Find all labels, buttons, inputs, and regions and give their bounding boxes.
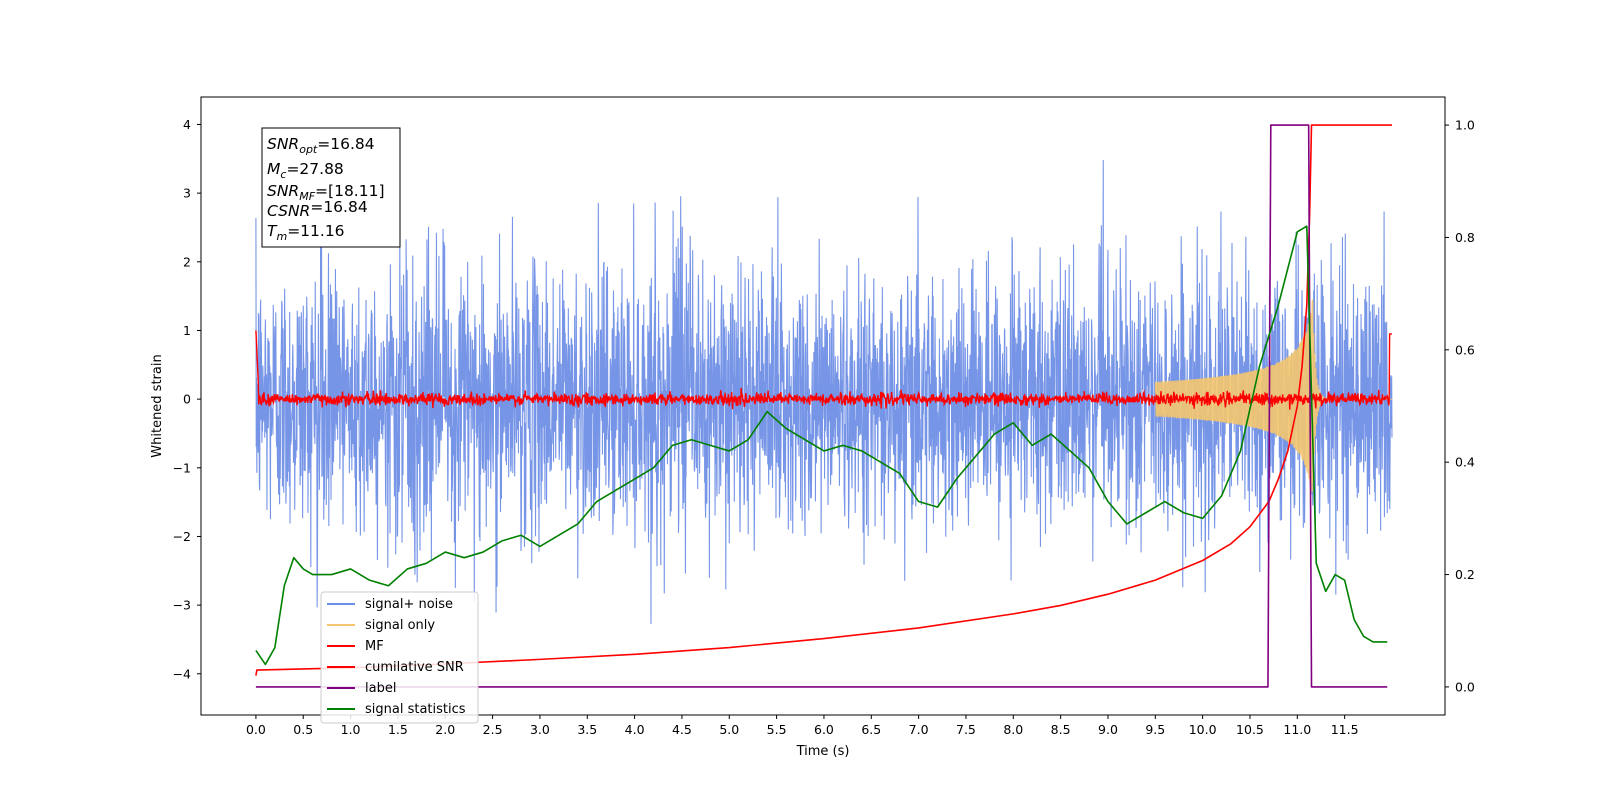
y2-tick-label: 0.2	[1455, 567, 1475, 582]
x-tick-label: 4.5	[672, 722, 692, 737]
legend-entry-mf: MF	[327, 639, 384, 654]
x-tick-label: 5.5	[767, 722, 787, 737]
x-tick-label: 9.5	[1145, 722, 1165, 737]
y-tick-label: 1	[183, 323, 191, 338]
annotation-symbol: T	[267, 222, 278, 240]
y2-tick-label: 1.0	[1455, 118, 1475, 133]
annotation-line-snr-mf: SNRMF=[18.11]	[267, 182, 385, 203]
y-tick-label: −3	[173, 598, 191, 613]
annotation-symbol: SNR	[267, 135, 299, 153]
annotation-value: =11.16	[287, 222, 344, 240]
y2-tick-label: 0.4	[1455, 455, 1475, 470]
legend-label: MF	[365, 639, 384, 654]
annotation-value: =27.88	[286, 160, 343, 178]
legend-entry-signal-only: signal only	[327, 618, 435, 633]
annotation-line-tm: Tm=11.16	[267, 222, 345, 243]
x-tick-label: 9.0	[1098, 722, 1118, 737]
annotation-value: =16.84	[317, 135, 374, 153]
y-tick-label: −1	[173, 460, 191, 475]
x-tick-label: 1.0	[341, 722, 361, 737]
legend-entry-cumulative-snr: cumilative SNR	[327, 660, 464, 675]
x-tick-label: 0.5	[293, 722, 313, 737]
annotation-subscript: c	[280, 168, 286, 181]
y-axis-label: Whitened strain	[150, 354, 165, 457]
y2-tick-label: 0.8	[1455, 230, 1475, 245]
legend-entry-label: label	[327, 681, 396, 696]
y-tick-label: −2	[173, 529, 191, 544]
annotation-value: =[18.11]	[315, 182, 384, 200]
annotation-subscript: MF	[299, 190, 315, 203]
y-tick-label: 2	[183, 254, 191, 269]
annotation-symbol: SNR	[267, 182, 299, 200]
x-tick-label: 0.0	[246, 722, 266, 737]
axes-layer: 0.0 0.5 1.0 1.5 2.0 2.5 3.0 3.5 4.0 4.5 5.0 5.5 6.0 6…	[173, 117, 1475, 737]
legend-label: signal+ noise	[365, 597, 453, 612]
annotation-line-snr-opt: SNRopt=16.84	[267, 135, 375, 156]
legend-label: cumilative SNR	[365, 660, 464, 675]
y2-tick-label: 0.0	[1455, 679, 1475, 694]
x-tick-label: 3.0	[530, 722, 550, 737]
plot-frame	[200, 96, 1446, 716]
annotation-line-mc: Mc=27.88	[267, 160, 344, 181]
x-tick-label: 11.5	[1331, 722, 1359, 737]
legend-label: label	[365, 681, 396, 696]
x-tick-label: 10.0	[1189, 722, 1217, 737]
series-signal-noise	[255, 159, 1393, 624]
legend-box	[320, 591, 479, 724]
x-tick-label: 2.5	[483, 722, 503, 737]
annotation-symbol: M	[267, 160, 280, 178]
annotation-value: =16.84	[310, 198, 367, 216]
annotation-subscript: opt	[299, 143, 318, 156]
y2-tick-label: 0.6	[1455, 342, 1475, 357]
y-tick-label: 0	[183, 392, 191, 407]
annotation-subscript: m	[276, 230, 287, 243]
series-signal-statistics	[255, 225, 1388, 666]
x-tick-label: 8.5	[1051, 722, 1071, 737]
annotation-box	[261, 127, 401, 248]
stats-annotation: SNRopt=16.84 Mc=27.88 SNRMF=[18.11] CSNR…	[261, 127, 401, 248]
x-tick-label: 6.5	[861, 722, 881, 737]
y-tick-label: −4	[173, 666, 191, 681]
x-tick-label: 4.0	[625, 722, 645, 737]
x-axis-label: Time (s)	[796, 744, 850, 759]
series-mf	[255, 330, 1392, 410]
x-tick-label: 7.0	[909, 722, 929, 737]
x-tick-label: 2.0	[435, 722, 455, 737]
legend-entry-signal-statistics: signal statistics	[327, 702, 466, 717]
legend-label: signal only	[365, 618, 435, 633]
annotation-line-csnr: CSNR=16.84	[267, 198, 368, 220]
legend-label: signal statistics	[365, 702, 466, 717]
x-tick-label: 8.0	[1003, 722, 1023, 737]
x-tick-label: 3.5	[577, 722, 597, 737]
legend: signal+ noise signal only MF cumilative …	[320, 591, 479, 724]
x-tick-label: 6.0	[814, 722, 834, 737]
x-tick-label: 5.0	[719, 722, 739, 737]
x-tick-label: 11.0	[1283, 722, 1311, 737]
y-tick-label: 4	[183, 117, 191, 132]
y-tick-label: 3	[183, 186, 191, 201]
x-tick-label: 7.5	[956, 722, 976, 737]
x-tick-label: 1.5	[388, 722, 408, 737]
legend-entry-signal-noise: signal+ noise	[327, 597, 453, 612]
series-label	[255, 124, 1388, 688]
annotation-symbol: CSNR	[267, 202, 310, 220]
x-tick-label: 10.5	[1236, 722, 1264, 737]
